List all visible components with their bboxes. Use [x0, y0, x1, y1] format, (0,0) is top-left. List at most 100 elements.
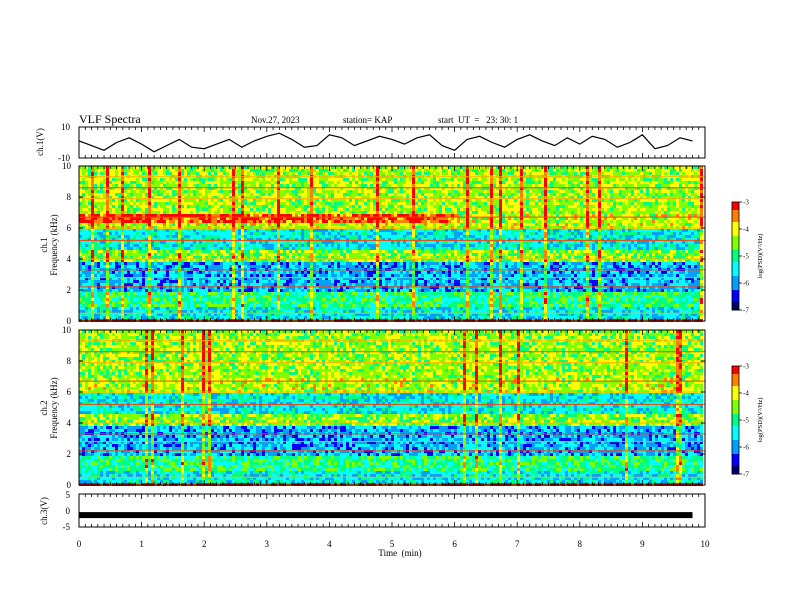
- spectrogram-cell: [268, 256, 271, 259]
- spectrogram-cell: [193, 253, 196, 256]
- spectrogram-cell: [361, 256, 364, 259]
- spectrogram-cell: [337, 181, 340, 184]
- spectrogram-cell: [193, 220, 196, 223]
- spectrogram-cell: [268, 250, 271, 253]
- spectrogram-cell: [154, 235, 157, 238]
- spectrogram-cell: [157, 292, 160, 295]
- spectrogram-cell: [271, 304, 274, 307]
- spectrogram-cell: [187, 208, 190, 211]
- spectrogram-cell: [148, 295, 151, 298]
- spectrogram-cell: [364, 217, 367, 220]
- spectrogram-cell: [145, 310, 148, 313]
- spectrogram-cell: [241, 274, 244, 277]
- spectrogram-cell: [325, 250, 328, 253]
- spectrogram-cell: [130, 298, 133, 301]
- spectrogram-cell: [349, 301, 352, 304]
- spectrogram-cell: [88, 205, 91, 208]
- spectrogram-cell: [100, 289, 103, 292]
- spectrogram-cell: [316, 250, 319, 253]
- spectrogram-cell: [178, 307, 181, 310]
- spectrogram-cell: [265, 199, 268, 202]
- spectrogram-cell: [238, 229, 241, 232]
- spectrogram-cell: [331, 244, 334, 247]
- spectrogram-cell: [112, 253, 115, 256]
- spectrogram-cell: [223, 217, 226, 220]
- spectrogram-cell: [103, 211, 106, 214]
- spectrogram-cell: [259, 289, 262, 292]
- spectrogram-cell: [259, 202, 262, 205]
- spectrogram-cell: [193, 184, 196, 187]
- spectrogram-cell: [145, 265, 148, 268]
- spectrogram-cell: [130, 295, 133, 298]
- spectrogram-cell: [142, 232, 145, 235]
- spectrogram-cell: [196, 265, 199, 268]
- spectrogram-cell: [154, 196, 157, 199]
- spectrogram-cell: [301, 298, 304, 301]
- spectrogram-cell: [118, 190, 121, 193]
- spectrogram-cell: [88, 277, 91, 280]
- spectrogram-cell: [229, 304, 232, 307]
- spectrogram-cell: [283, 214, 286, 217]
- spectrogram-cell: [214, 289, 217, 292]
- spectrogram-cell: [148, 310, 151, 313]
- spectrogram-cell: [148, 241, 151, 244]
- spectrogram-cell: [196, 280, 199, 283]
- spectrogram-cell: [280, 286, 283, 289]
- spectrogram-cell: [133, 208, 136, 211]
- spectrogram-cell: [79, 220, 82, 223]
- spectrogram-cell: [151, 292, 154, 295]
- spectrogram-cell: [181, 238, 184, 241]
- spectrogram-cell: [229, 217, 232, 220]
- spectrogram-cell: [319, 220, 322, 223]
- spectrogram-cell: [358, 316, 361, 319]
- spectrogram-cell: [235, 220, 238, 223]
- spectrogram-cell: [160, 217, 163, 220]
- spectrogram-cell: [226, 250, 229, 253]
- spectrogram-cell: [175, 256, 178, 259]
- spectrogram-cell: [124, 214, 127, 217]
- spectrogram-cell: [133, 286, 136, 289]
- spectrogram-cell: [238, 262, 241, 265]
- spectrogram-cell: [244, 280, 247, 283]
- spectrogram-cell: [232, 277, 235, 280]
- spectrogram-cell: [82, 316, 85, 319]
- spectrogram-cell: [331, 304, 334, 307]
- spectrogram-cell: [94, 298, 97, 301]
- spectrogram-cell: [283, 193, 286, 196]
- spectrogram-cell: [259, 307, 262, 310]
- spectrogram-cell: [262, 208, 265, 211]
- spectrogram-cell: [91, 187, 94, 190]
- spectrogram-cell: [247, 172, 250, 175]
- spectrogram-cell: [202, 271, 205, 274]
- spectrogram-cell: [193, 274, 196, 277]
- spectrogram-cell: [175, 307, 178, 310]
- spectrogram-cell: [262, 166, 265, 169]
- spectrogram-cell: [85, 274, 88, 277]
- spectrogram-cell: [355, 244, 358, 247]
- spectrogram-cell: [175, 181, 178, 184]
- spectrogram-cell: [316, 253, 319, 256]
- spectrogram-cell: [307, 187, 310, 190]
- spectrogram-cell: [346, 280, 349, 283]
- spectrogram-cell: [316, 298, 319, 301]
- spectrogram-cell: [250, 301, 253, 304]
- spectrogram-cell: [196, 169, 199, 172]
- spectrogram-cell: [202, 223, 205, 226]
- spectrogram-cell: [358, 271, 361, 274]
- spectrogram-cell: [211, 265, 214, 268]
- spectrogram-cell: [220, 253, 223, 256]
- spectrogram-cell: [91, 307, 94, 310]
- spectrogram-cell: [316, 193, 319, 196]
- spectrogram-cell: [184, 298, 187, 301]
- spectrogram-cell: [283, 292, 286, 295]
- spectrogram-cell: [271, 196, 274, 199]
- spectrogram-cell: [250, 190, 253, 193]
- spectrogram-cell: [358, 313, 361, 316]
- spectrogram-cell: [331, 286, 334, 289]
- spectrogram-cell: [121, 304, 124, 307]
- spectrogram-cell: [298, 193, 301, 196]
- spectrogram-cell: [157, 238, 160, 241]
- spectrogram-cell: [262, 184, 265, 187]
- spectrogram-cell: [238, 193, 241, 196]
- spectrogram-cell: [103, 229, 106, 232]
